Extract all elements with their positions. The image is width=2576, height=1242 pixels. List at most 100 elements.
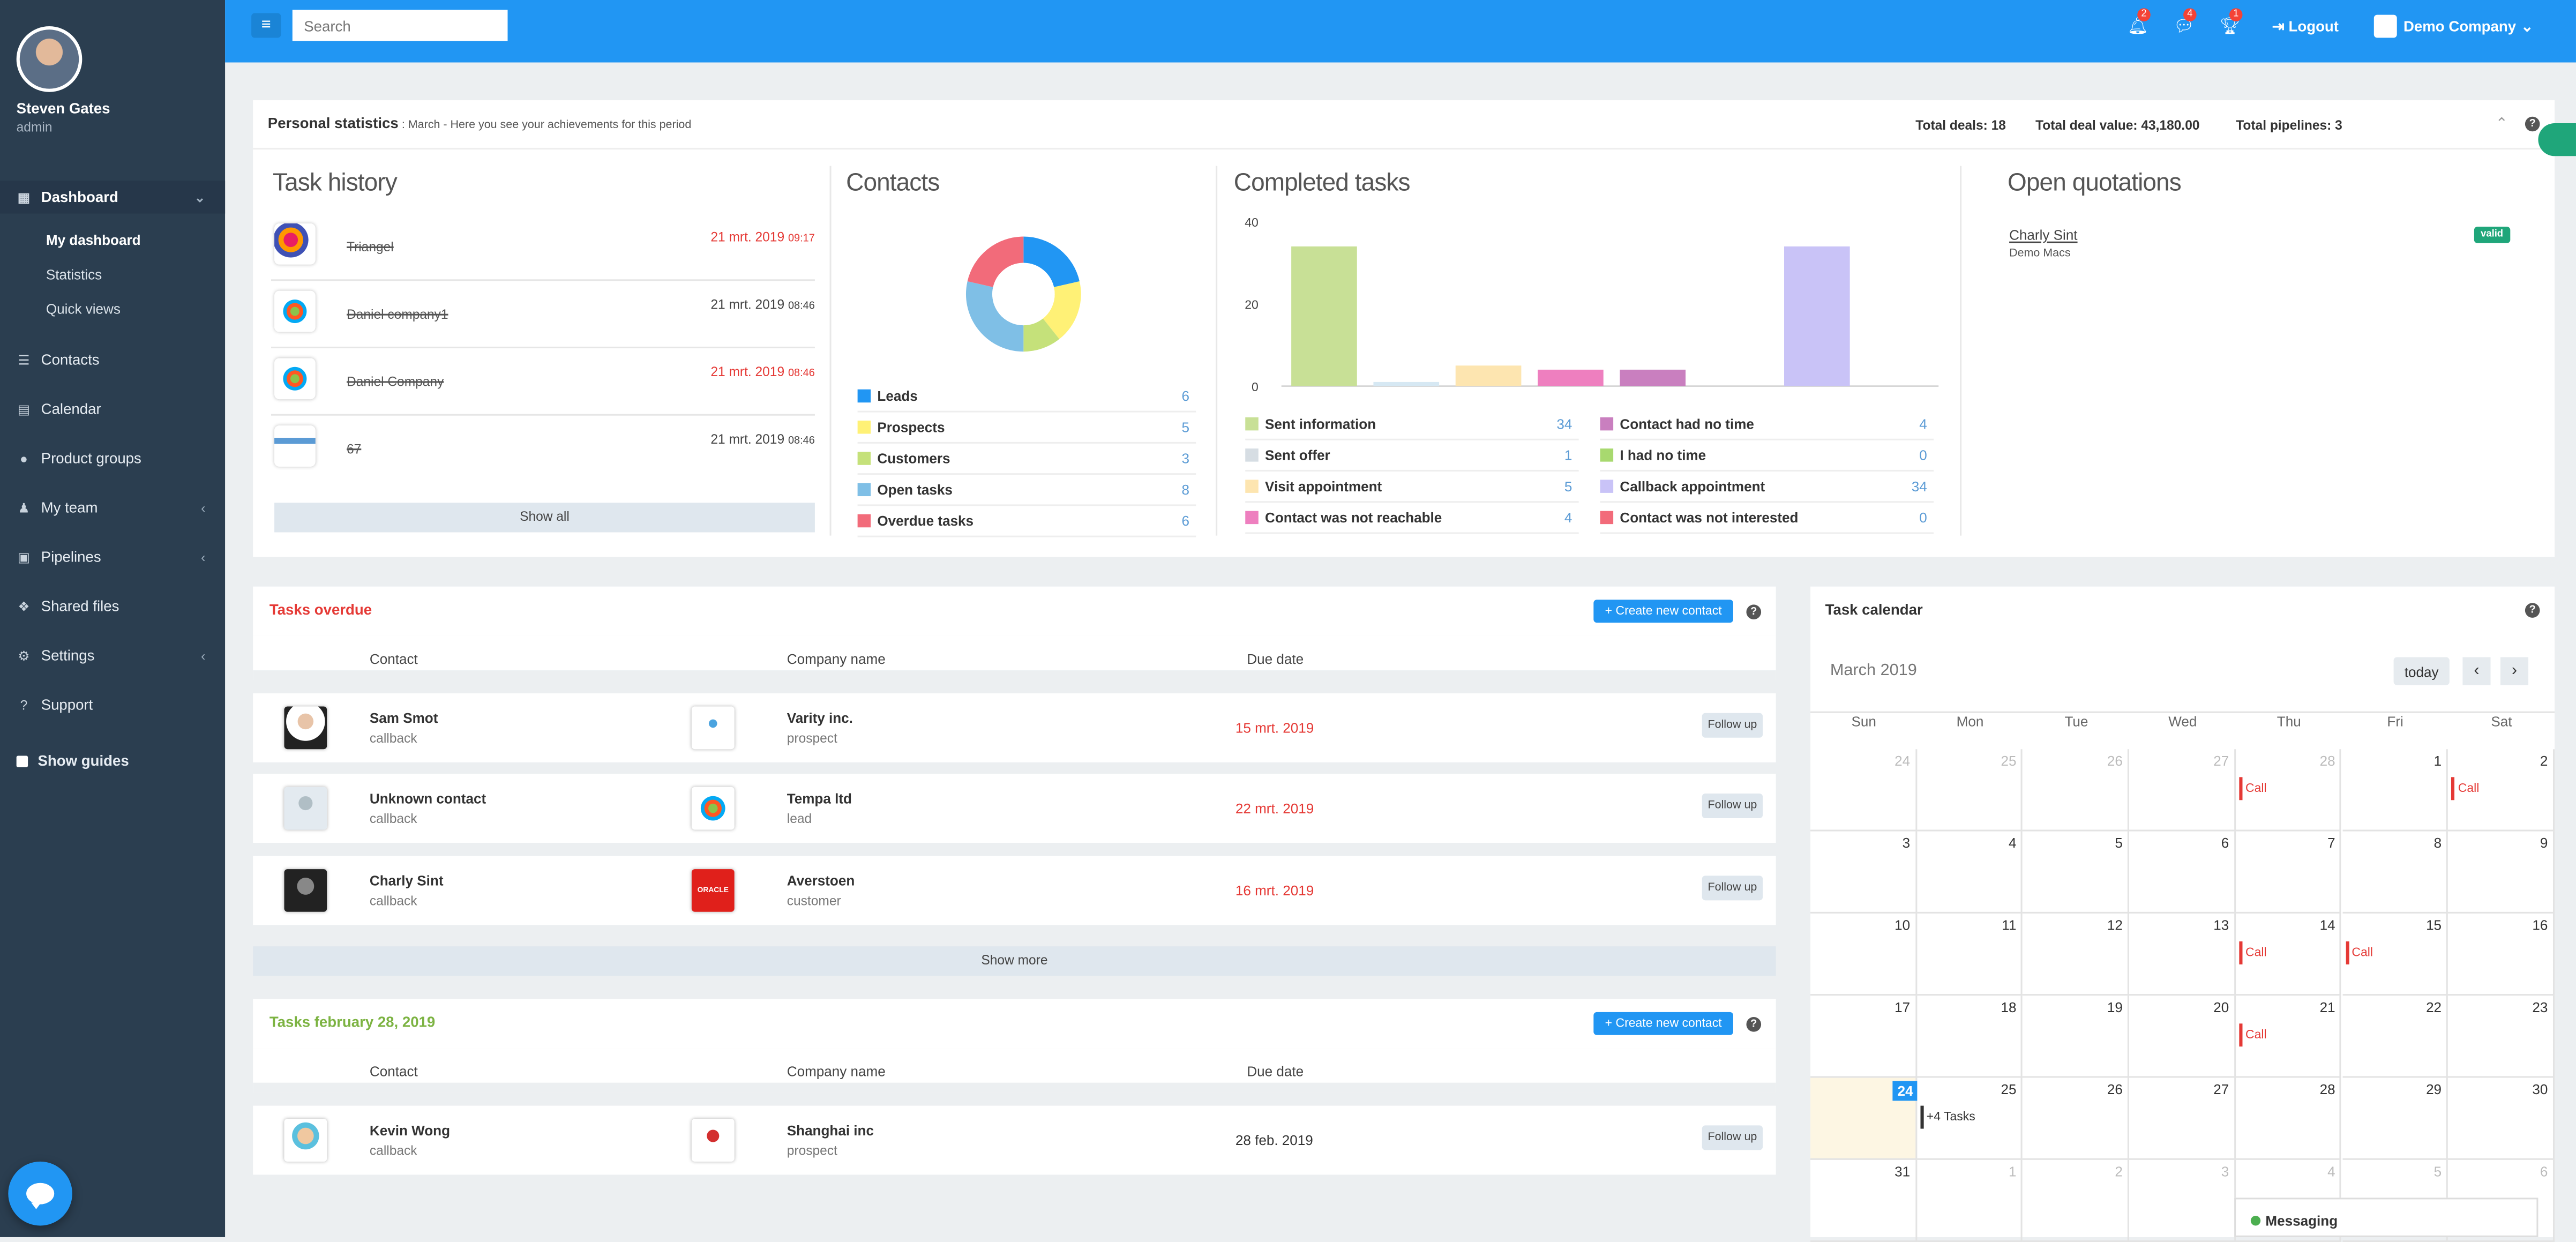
create-new-contact-button[interactable]: + Create new contact — [1593, 600, 1733, 623]
contact-name[interactable]: Unknown contact — [369, 790, 486, 807]
calendar-day[interactable]: 24 — [1810, 749, 1917, 832]
contact-name[interactable]: Kevin Wong — [369, 1122, 451, 1139]
calendar-day[interactable]: 8 — [2342, 831, 2448, 914]
help-icon[interactable]: ? — [2525, 116, 2540, 132]
column-header[interactable]: Contact — [369, 650, 418, 667]
column-header[interactable]: Company name — [787, 650, 886, 667]
sidebar-item-my-team[interactable]: ♟ My team ‹ — [0, 491, 225, 524]
donut-slice-leads[interactable] — [1023, 236, 1080, 288]
help-icon[interactable]: ? — [1746, 604, 1762, 619]
legend-row[interactable]: Callback appointment 34 — [1600, 472, 1934, 503]
menu-toggle-button[interactable]: ≡ — [251, 13, 281, 38]
table-row[interactable]: Unknown contact callback Tempa ltd lead … — [253, 774, 1776, 843]
next-month-button[interactable]: › — [2500, 657, 2529, 685]
calendar-day[interactable]: 16 — [2448, 913, 2555, 996]
calendar-day[interactable]: 7 — [2235, 831, 2342, 914]
help-icon[interactable]: ? — [2525, 603, 2540, 618]
legend-row[interactable]: Contact had no time 4 — [1600, 409, 1934, 440]
bar-contact-had-no-time[interactable] — [1620, 369, 1686, 386]
legend-row[interactable]: Open tasks 8 — [857, 475, 1196, 506]
calendar-day[interactable]: 26 — [2023, 1078, 2130, 1160]
task-history-row[interactable]: Daniel company1 21 mrt. 2019 08:46 — [271, 281, 815, 349]
today-button[interactable]: today — [2393, 657, 2450, 685]
calendar-day[interactable]: 20 — [2129, 996, 2236, 1078]
donut-slice-prospects[interactable] — [1042, 281, 1081, 339]
sidebar-subitem-quick-views[interactable]: Quick views — [46, 301, 121, 317]
legend-row[interactable]: Contact was not interested 0 — [1600, 503, 1934, 534]
chat-icon[interactable]: 💬︎ 4 — [2174, 8, 2197, 36]
calendar-day[interactable]: 23 — [2448, 996, 2555, 1078]
legend-row[interactable]: I had no time 0 — [1600, 440, 1934, 472]
sidebar-item-calendar[interactable]: ▤ Calendar — [0, 393, 225, 425]
legend-row[interactable]: Overdue tasks 6 — [857, 506, 1196, 537]
bar-contact-was-not-reachable[interactable] — [1538, 369, 1604, 386]
calendar-day[interactable]: 24 — [1810, 1078, 1918, 1160]
quotation-contact-link[interactable]: Charly Sint — [2009, 227, 2078, 243]
legend-row[interactable]: Sent information 34 — [1245, 409, 1579, 440]
calendar-day[interactable]: 26 — [2023, 749, 2130, 832]
calendar-day[interactable]: 27 — [2129, 749, 2236, 832]
calendar-day[interactable]: 27 — [2129, 1078, 2236, 1160]
calendar-day[interactable]: 3 — [2129, 1159, 2236, 1242]
create-new-contact-button[interactable]: + Create new contact — [1593, 1012, 1733, 1035]
bar-sent-information[interactable] — [1291, 246, 1357, 386]
sidebar-item-dashboard[interactable]: ▦ Dashboard ⌄ — [0, 181, 226, 214]
calendar-event[interactable]: Call — [2238, 1023, 2267, 1047]
search-input[interactable] — [292, 10, 508, 41]
sidebar-item-contacts[interactable]: ☰ Contacts — [0, 343, 225, 376]
show-guides-toggle[interactable]: Show guides — [0, 744, 225, 777]
bar-visit-appointment[interactable] — [1455, 365, 1522, 386]
calendar-day[interactable]: 10 — [1810, 913, 1917, 996]
calendar-event[interactable]: Call — [2238, 777, 2267, 800]
task-history-row[interactable]: 67 21 mrt. 2019 08:46 — [271, 416, 815, 483]
column-header[interactable]: Contact — [369, 1063, 418, 1080]
follow-up-button[interactable]: Follow up — [1702, 713, 1763, 738]
calendar-day[interactable]: 14 Call — [2235, 913, 2342, 996]
donut-slice-open-tasks[interactable] — [966, 281, 1024, 352]
calendar-day[interactable]: 22 — [2342, 996, 2448, 1078]
avatar[interactable] — [16, 26, 83, 92]
calendar-day[interactable]: 9 — [2448, 831, 2555, 914]
show-more-button[interactable]: Show more — [253, 946, 1776, 976]
calendar-event[interactable]: Call — [2238, 941, 2267, 964]
calendar-day[interactable]: 13 — [2129, 913, 2236, 996]
legend-row[interactable]: Leads 6 — [857, 381, 1196, 413]
table-row[interactable]: Kevin Wong callback Shanghai inc prospec… — [253, 1105, 1776, 1175]
calendar-day[interactable]: 6 — [2129, 831, 2236, 914]
table-row[interactable]: Sam Smot callback Varity inc. prospect 1… — [253, 693, 1776, 762]
donut-slice-customers[interactable] — [1023, 318, 1060, 352]
contact-name[interactable]: Sam Smot — [369, 709, 438, 727]
calendar-day[interactable]: 4 — [1916, 831, 2023, 914]
contact-name[interactable]: Charly Sint — [369, 872, 444, 889]
help-icon[interactable]: ? — [1746, 1017, 1762, 1032]
task-history-row[interactable]: Daniel Company 21 mrt. 2019 08:46 — [271, 348, 815, 416]
more-tasks-link[interactable]: +4 Tasks — [1920, 1105, 1975, 1129]
calendar-day[interactable]: 1 — [2342, 749, 2448, 832]
calendar-day[interactable]: 28 Call — [2235, 749, 2342, 832]
follow-up-button[interactable]: Follow up — [1702, 1125, 1763, 1150]
calendar-event[interactable]: Call — [2451, 777, 2479, 800]
logout-button[interactable]: ⇥ Logout — [2272, 18, 2339, 36]
follow-up-button[interactable]: Follow up — [1702, 794, 1763, 819]
bar-callback-appointment[interactable] — [1784, 246, 1850, 386]
prev-month-button[interactable]: ‹ — [2462, 657, 2491, 685]
company-switcher[interactable]: Demo Company ⌄ — [2373, 14, 2533, 38]
calendar-day[interactable]: 2 Call — [2448, 749, 2555, 832]
follow-up-button[interactable]: Follow up — [1702, 876, 1763, 901]
sidebar-subitem-my-dashboard[interactable]: My dashboard — [46, 231, 141, 249]
column-header[interactable]: Company name — [787, 1063, 886, 1080]
calendar-day[interactable]: 21 Call — [2235, 996, 2342, 1078]
calendar-day[interactable]: 17 — [1810, 996, 1917, 1078]
table-row[interactable]: Charly Sint callback ORACLE Averstoen cu… — [253, 856, 1776, 925]
column-header[interactable]: Due date — [1247, 1063, 1304, 1080]
chat-launcher-button[interactable] — [8, 1161, 72, 1226]
sidebar-item-settings[interactable]: ⚙ Settings ‹ — [0, 639, 225, 672]
sidebar-item-product-groups[interactable]: ● Product groups — [0, 442, 225, 475]
calendar-day[interactable]: 3 — [1810, 831, 1917, 914]
checkbox-icon[interactable] — [16, 754, 28, 767]
side-chat-tab[interactable] — [2538, 123, 2576, 156]
company-name[interactable]: Averstoen — [787, 872, 855, 889]
legend-row[interactable]: Sent offer 1 — [1245, 440, 1579, 472]
sidebar-item-support[interactable]: ? Support — [0, 689, 225, 721]
column-header[interactable]: Due date — [1247, 650, 1304, 667]
